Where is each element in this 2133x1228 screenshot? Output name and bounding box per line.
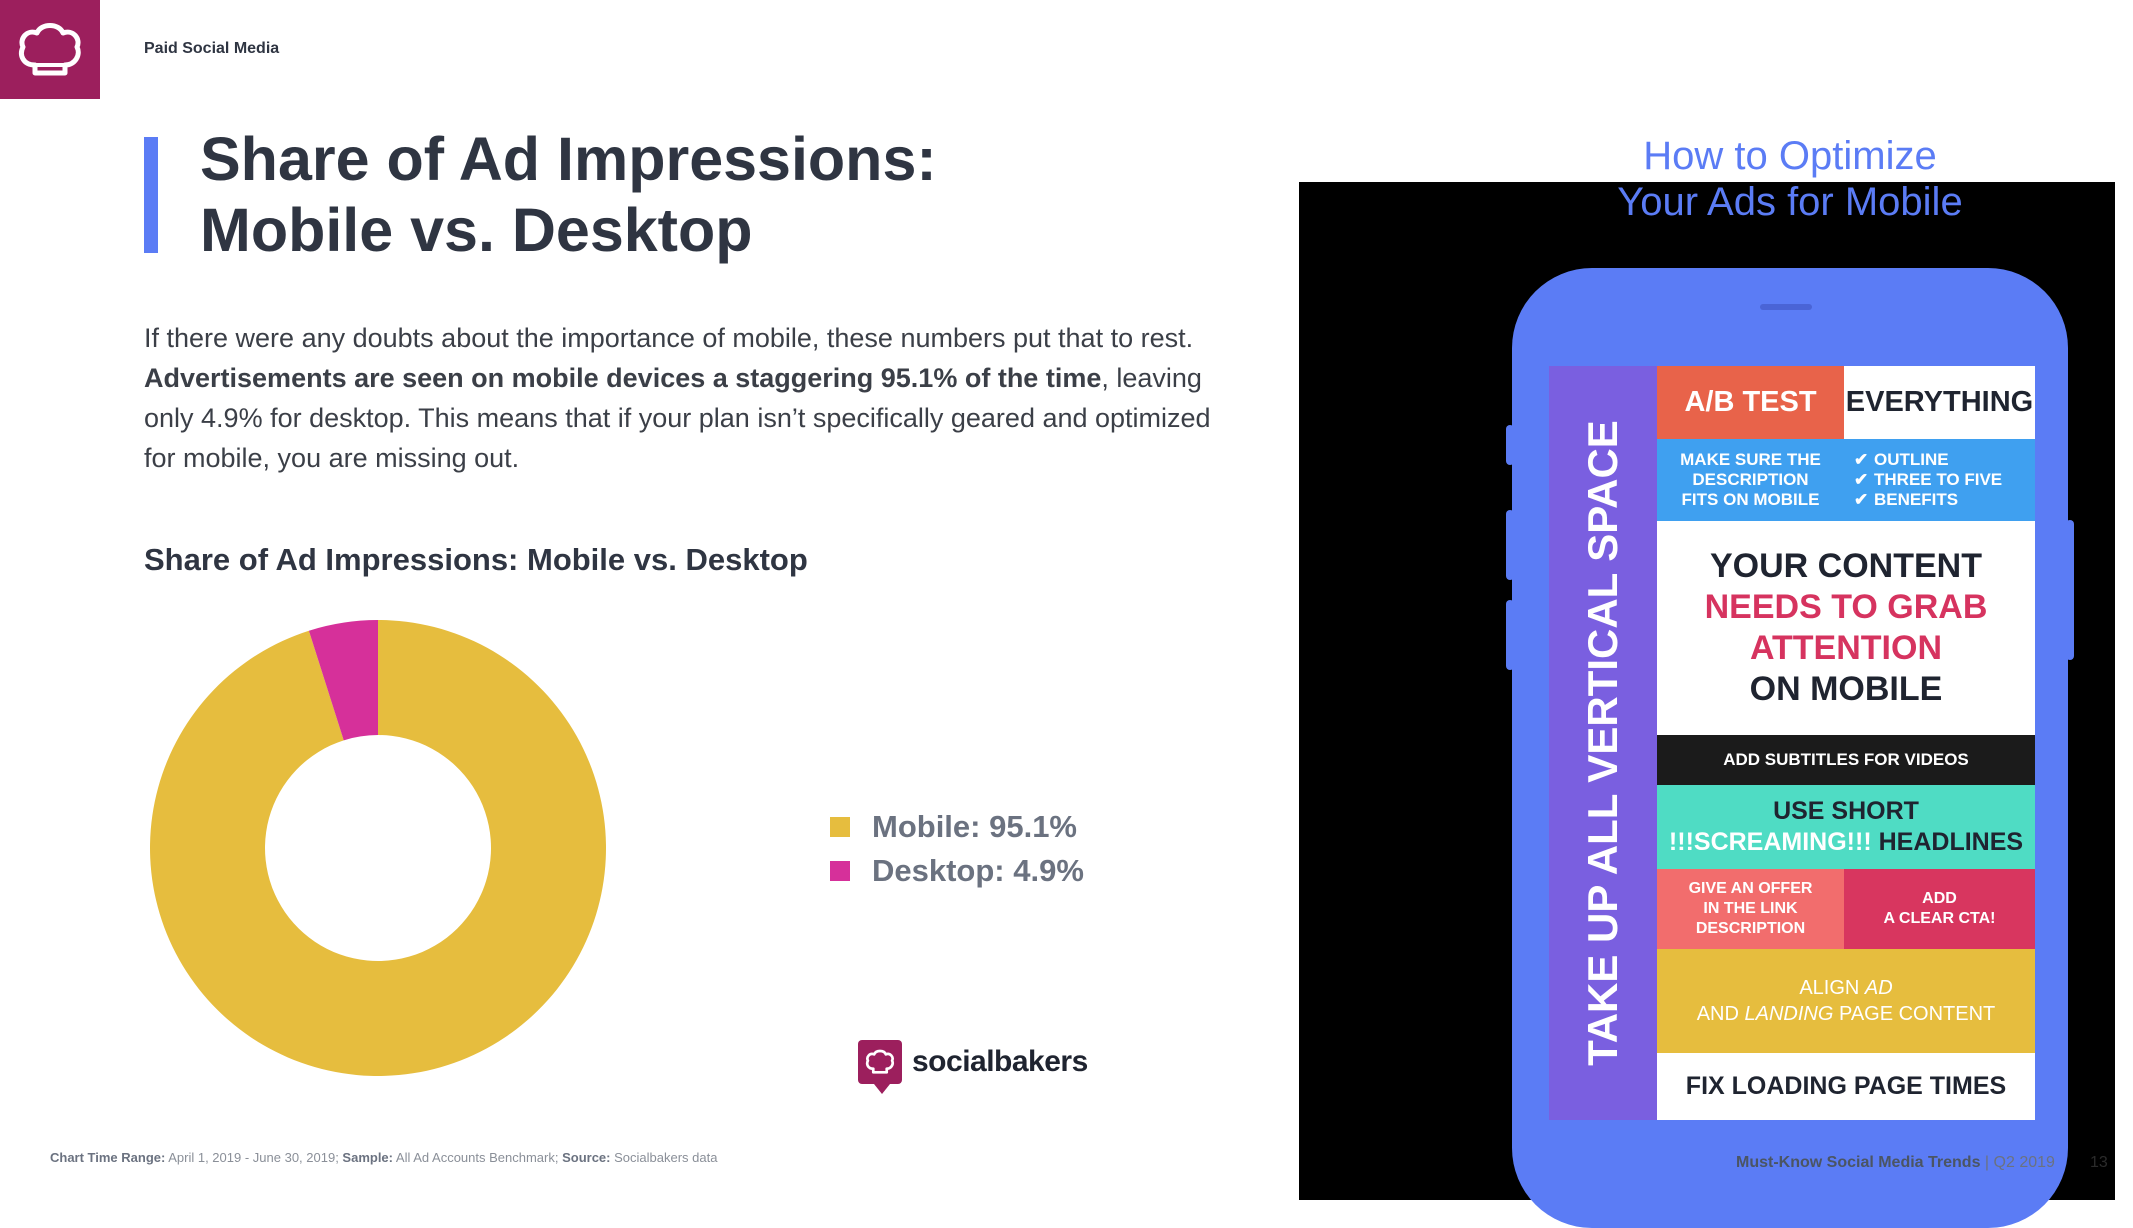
cta-line1: ADD [1922, 890, 1957, 907]
description-line1: MAKE SURE THE [1680, 450, 1821, 469]
intro-paragraph: If there were any doubts about the impor… [144, 318, 1224, 478]
footnote-range-value: April 1, 2019 - June 30, 2019; [165, 1150, 343, 1165]
offer-line3: DESCRIPTION [1695, 920, 1806, 937]
footnote-source-value: Socialbakers data [610, 1150, 718, 1165]
headlines-cell: USE SHORT !!!SCREAMING!!! HEADLINES [1657, 785, 2035, 869]
check-icon: ✔ [1854, 490, 1869, 509]
ab-test-label: A/B TEST [1684, 386, 1817, 418]
align-text-page: PAGE CONTENT [1833, 1003, 1996, 1025]
report-footer: Must-Know Social Media Trends | Q2 2019 [1736, 1154, 2055, 1172]
infographic-title: How to Optimize Your Ads for Mobile [1560, 133, 2020, 225]
intro-text-2: , leaving only 4.9% for desktop. This me… [144, 363, 1211, 473]
align-text-ad: AD [1864, 977, 1893, 999]
outline-line1: OUTLINE [1874, 450, 1949, 469]
intro-bold-text: Advertisements are seen on mobile device… [144, 363, 1102, 393]
legend-label-desktop: Desktop: 4.9% [872, 853, 1084, 888]
phone-volume-down [1506, 600, 1514, 670]
chart-title: Share of Ad Impressions: Mobile vs. Desk… [144, 542, 808, 577]
cta-line2: A CLEAR CTA! [1883, 910, 1996, 927]
phone-volume-up [1506, 510, 1514, 580]
outline-line2: THREE TO FIVE [1874, 470, 2003, 489]
legend-item-desktop: Desktop: 4.9% [830, 849, 1084, 893]
chart-legend: Mobile: 95.1% Desktop: 4.9% [830, 805, 1084, 893]
speech-bubble-chef-icon [858, 1040, 902, 1094]
offer-cell: GIVE AN OFFER IN THE LINK DESCRIPTION [1657, 869, 1844, 949]
chart-footnote: Chart Time Range: April 1, 2019 - June 3… [50, 1150, 717, 1165]
title-accent-bar [144, 137, 158, 253]
align-line2: AND LANDING PAGE CONTENT [1697, 1001, 1996, 1027]
outline-line3: BENEFITS [1874, 490, 1959, 509]
footnote-sample-label: Sample: [342, 1150, 393, 1165]
content-line4: ON MOBILE [1749, 670, 1943, 708]
headlines-text: HEADLINES [1871, 828, 2024, 856]
subtitles-label: ADD SUBTITLES FOR VIDEOS [1723, 750, 1969, 769]
screaming-text: !!!SCREAMING!!! [1668, 828, 1872, 856]
vertical-space-text: TAKE UP ALL VERTICAL SPACE [1579, 420, 1626, 1066]
page-title-line1: Share of Ad Impressions: [200, 125, 937, 193]
vertical-space-strip [1549, 366, 1657, 1120]
align-text-landing: LANDING [1744, 1003, 1834, 1025]
align-text-a: ALIGN [1799, 977, 1865, 999]
align-line1: ALIGN AD [1799, 975, 1892, 1001]
fix-loading-cell: FIX LOADING PAGE TIMES [1657, 1053, 2035, 1120]
section-label: Paid Social Media [144, 40, 280, 57]
phone-side-button [1506, 425, 1514, 465]
intro-text-1: If there were any doubts about the impor… [144, 323, 1194, 353]
report-period: | Q2 2019 [1980, 1154, 2055, 1171]
brand-logo [0, 0, 100, 99]
content-line2: NEEDS TO GRAB [1704, 588, 1988, 626]
check-icon: ✔ [1854, 470, 1869, 489]
outline-item-1: ✔ OUTLINE [1854, 450, 1949, 470]
donut-slice-mobile [150, 620, 606, 1076]
legend-swatch-desktop [830, 861, 850, 881]
footnote-sample-value: All Ad Accounts Benchmark; [393, 1150, 563, 1165]
legend-swatch-mobile [830, 817, 850, 837]
headlines-line1: USE SHORT [1773, 797, 1919, 825]
infographic-title-line1: How to Optimize [1643, 134, 1937, 178]
align-text-and: AND [1696, 1003, 1745, 1025]
headlines-line2: !!!SCREAMING!!! HEADLINES [1669, 827, 2023, 858]
footnote-source-label: Source: [562, 1150, 611, 1165]
ab-test-cell: A/B TEST [1657, 366, 1844, 439]
report-name: Must-Know Social Media Trends [1736, 1154, 1981, 1171]
footnote-range-label: Chart Time Range: [50, 1150, 166, 1165]
check-icon: ✔ [1854, 450, 1869, 469]
donut-slice-desktop [308, 620, 378, 741]
outline-cell: ✔ OUTLINE ✔ THREE TO FIVE ✔ BENEFITS [1844, 439, 2035, 521]
description-line3: FITS ON MOBILE [1681, 490, 1820, 509]
infographic-title-line2: Your Ads for Mobile [1617, 180, 1963, 224]
donut-chart [150, 620, 606, 1076]
page-title-line2: Mobile vs. Desktop [200, 196, 753, 264]
outline-item-2: ✔ THREE TO FIVE [1854, 470, 2002, 490]
align-cell: ALIGN AD AND LANDING PAGE CONTENT [1657, 949, 2035, 1053]
phone-power-button [2066, 520, 2074, 660]
everything-cell: EVERYTHING [1844, 366, 2035, 439]
socialbakers-logo: socialbakers [858, 1040, 1088, 1094]
chef-hat-icon [19, 22, 81, 75]
legend-item-mobile: Mobile: 95.1% [830, 805, 1084, 849]
fix-loading-label: FIX LOADING PAGE TIMES [1685, 1072, 2007, 1100]
legend-label-mobile: Mobile: 95.1% [872, 809, 1077, 844]
offer-line2: IN THE LINK [1703, 900, 1798, 917]
outline-item-3: ✔ BENEFITS [1854, 490, 1958, 510]
subtitles-cell: ADD SUBTITLES FOR VIDEOS [1657, 735, 2035, 785]
grab-attention-cell: YOUR CONTENT NEEDS TO GRAB ATTENTION ON … [1657, 521, 2035, 735]
phone-speaker [1760, 304, 1812, 310]
content-line1: YOUR CONTENT [1710, 547, 1982, 585]
description-line2: DESCRIPTION [1692, 470, 1809, 489]
page-title: Share of Ad Impressions: Mobile vs. Desk… [200, 124, 937, 266]
content-line3: ATTENTION [1749, 629, 1942, 667]
everything-label: EVERYTHING [1845, 386, 2034, 418]
page-number: 13 [2090, 1154, 2108, 1171]
brand-name: socialbakers [912, 1045, 1088, 1078]
offer-line1: GIVE AN OFFER [1688, 880, 1813, 897]
description-cell: MAKE SURE THE DESCRIPTION FITS ON MOBILE [1657, 439, 1844, 521]
cta-cell: ADD A CLEAR CTA! [1844, 869, 2035, 949]
